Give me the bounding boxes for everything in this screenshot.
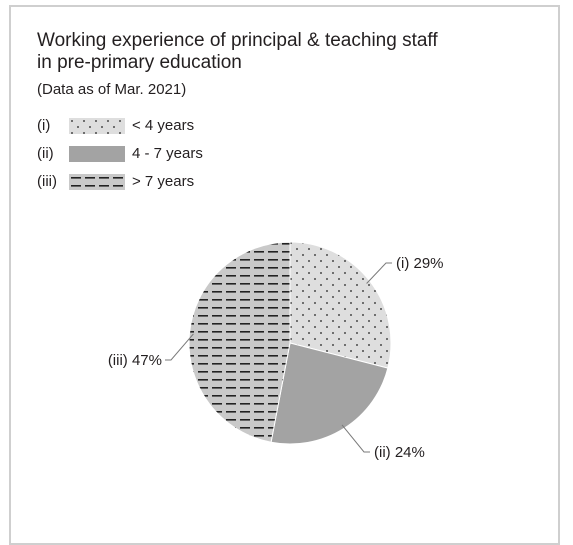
legend-swatch-dots bbox=[69, 118, 125, 134]
legend-marker: (ii) bbox=[37, 145, 54, 162]
legend-label: 4 - 7 years bbox=[132, 145, 203, 162]
legend-swatch-solid bbox=[69, 146, 125, 162]
data-label-1: (i) 29% bbox=[396, 255, 444, 272]
chart-title: Working experience of principal & teachi… bbox=[37, 30, 438, 74]
legend-label: < 4 years bbox=[132, 117, 195, 134]
legend-label: > 7 years bbox=[132, 173, 195, 190]
leader-line-1 bbox=[366, 262, 392, 284]
pie-data-labels: (i) 29% (ii) 24% (iii) 47% bbox=[108, 255, 444, 461]
pie-slices bbox=[188, 241, 392, 445]
leader-line-2 bbox=[341, 424, 370, 453]
pie-leader-lines bbox=[165, 262, 392, 453]
legend-item-less-than-4-years: (i) < 4 years bbox=[37, 117, 297, 135]
legend-marker: (i) bbox=[37, 117, 51, 134]
pie-slice-1 bbox=[289, 241, 392, 369]
chart-subtitle: (Data as of Mar. 2021) bbox=[37, 81, 187, 98]
legend-marker: (iii) bbox=[37, 173, 57, 190]
chart-title-line-2: in pre-primary education bbox=[37, 52, 242, 73]
leader-line-3 bbox=[165, 333, 194, 361]
pie-chart: (i) 29% (ii) 24% (iii) 47% bbox=[108, 241, 444, 461]
legend-swatch-dashes bbox=[69, 174, 125, 190]
data-label-2: (ii) 24% bbox=[374, 444, 425, 461]
legend-item-4-to-7-years: (ii) 4 - 7 years bbox=[37, 145, 297, 163]
data-label-3: (iii) 47% bbox=[108, 352, 162, 369]
legend-item-more-than-7-years: (iii) > 7 years bbox=[37, 173, 297, 191]
chart-title-line-1: Working experience of principal & teachi… bbox=[37, 30, 438, 51]
pie-slice-3 bbox=[188, 241, 291, 443]
